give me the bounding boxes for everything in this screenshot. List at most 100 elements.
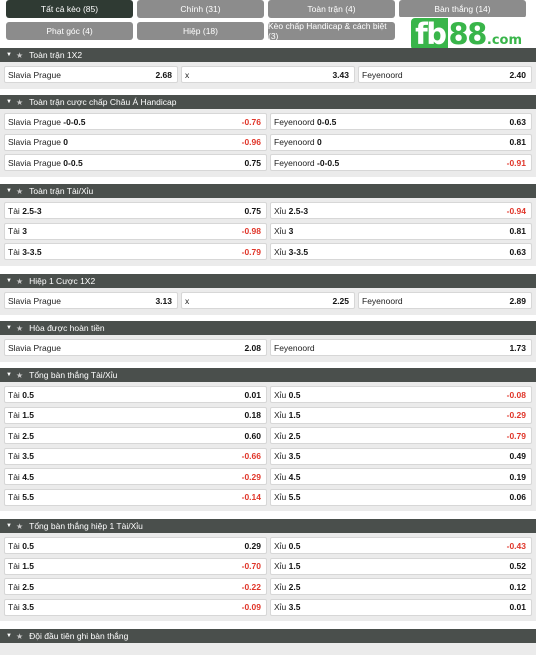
market-header[interactable]: ▼ ★ Hòa được hoàn tiền	[0, 321, 536, 335]
odds-cell[interactable]: Tài 2.5 0.60	[4, 427, 267, 444]
odds-value[interactable]: -0.91	[506, 157, 526, 168]
market-header[interactable]: ▼ ★ Tổng bàn thắng hiệp 1 Tài/Xỉu	[0, 519, 536, 533]
favorite-star-icon[interactable]: ★	[15, 97, 24, 107]
odds-cell[interactable]: Tài 5.5 -0.14	[4, 488, 267, 506]
odds-value[interactable]: 0.12	[509, 581, 526, 592]
odds-cell[interactable]: Tài 1.5 -0.70	[4, 557, 267, 575]
odds-cell[interactable]: Feyenoord -0-0.5 -0.91	[270, 154, 532, 171]
odds-value[interactable]: 0.81	[509, 226, 526, 236]
odds-value[interactable]: -0.79	[241, 246, 261, 257]
odds-cell[interactable]: Xỉu 4.5 0.19	[270, 468, 532, 485]
odds-value[interactable]: 3.13	[155, 295, 172, 306]
odds-value[interactable]: -0.79	[506, 430, 526, 441]
collapse-caret-icon[interactable]: ▼	[6, 633, 12, 639]
odds-value[interactable]: 0.01	[509, 602, 526, 612]
odds-value[interactable]: -0.22	[241, 581, 261, 592]
odds-value[interactable]: -0.70	[241, 561, 261, 571]
odds-value[interactable]: 3.43	[332, 69, 349, 80]
odds-value[interactable]: 0.75	[244, 205, 261, 216]
odds-cell[interactable]: Xỉu 2.5 -0.79	[270, 427, 532, 444]
odds-cell[interactable]: Xỉu 3-3.5 0.63	[270, 243, 532, 260]
favorite-star-icon[interactable]: ★	[15, 276, 24, 286]
tab-all-markets[interactable]: Tất cả kèo (85)	[6, 0, 133, 18]
odds-cell[interactable]: Xỉu 5.5 0.06	[270, 488, 532, 506]
odds-value[interactable]: 1.73	[509, 342, 526, 353]
market-header[interactable]: ▼ ★ Toàn trận 1X2	[0, 48, 536, 62]
favorite-star-icon[interactable]: ★	[15, 50, 24, 60]
odds-cell[interactable]: Slavia Prague 0 -0.96	[4, 133, 267, 151]
odds-value[interactable]: -0.29	[506, 410, 526, 420]
odds-value[interactable]: 0.18	[244, 410, 261, 420]
odds-value[interactable]: 0.06	[509, 492, 526, 502]
odds-value[interactable]: -0.96	[241, 137, 261, 147]
odds-cell[interactable]: Tài 2.5 -0.22	[4, 578, 267, 595]
odds-cell[interactable]: Tài 0.5 0.01	[4, 386, 267, 403]
odds-cell[interactable]: Feyenoord 1.73	[270, 339, 532, 356]
odds-cell[interactable]: Tài 2.5-3 0.75	[4, 202, 267, 219]
odds-cell[interactable]: Tài 3 -0.98	[4, 222, 267, 240]
odds-cell[interactable]: Feyenoord 0 0.81	[270, 133, 532, 151]
collapse-caret-icon[interactable]: ▼	[6, 523, 12, 529]
odds-value[interactable]: -0.66	[241, 451, 261, 461]
odds-cell[interactable]: Slavia Prague 2.08	[4, 339, 267, 356]
odds-cell[interactable]: Feyenoord 0-0.5 0.63	[270, 113, 532, 130]
odds-cell[interactable]: Xỉu 1.5 -0.29	[270, 406, 532, 424]
odds-cell[interactable]: Feyenoord 2.89	[358, 292, 532, 309]
odds-value[interactable]: -0.14	[241, 492, 261, 502]
tab-halves[interactable]: Hiệp (18)	[137, 22, 264, 40]
odds-value[interactable]: 0.52	[509, 561, 526, 571]
odds-value[interactable]: 0.01	[244, 389, 261, 400]
odds-cell[interactable]: Tài 3.5 -0.09	[4, 598, 267, 616]
odds-value[interactable]: 0.75	[244, 157, 261, 168]
collapse-caret-icon[interactable]: ▼	[6, 325, 12, 331]
odds-value[interactable]: 2.40	[509, 69, 526, 80]
tab-goals[interactable]: Bàn thắng (14)	[399, 0, 526, 18]
odds-cell[interactable]: Slavia Prague 2.68	[4, 66, 178, 83]
odds-value[interactable]: -0.09	[241, 602, 261, 612]
odds-value[interactable]: 0.29	[244, 540, 261, 551]
market-header[interactable]: ▼ ★ Toàn trận cược chấp Châu Á Handicap	[0, 95, 536, 109]
odds-value[interactable]: 0.19	[509, 471, 526, 482]
odds-cell[interactable]: Xỉu 0.5 -0.08	[270, 386, 532, 403]
tab-handicap[interactable]: Kèo chấp Handicap & cách biệt (3)	[268, 21, 395, 41]
odds-value[interactable]: 2.25	[332, 295, 349, 306]
odds-value[interactable]: -0.08	[506, 389, 526, 400]
market-header[interactable]: ▼ ★ Tổng bàn thắng Tài/Xỉu	[0, 368, 536, 382]
odds-value[interactable]: 0.81	[509, 137, 526, 147]
odds-value[interactable]: 2.68	[155, 69, 172, 80]
odds-value[interactable]: -0.29	[241, 471, 261, 482]
odds-value[interactable]: 0.63	[509, 246, 526, 257]
favorite-star-icon[interactable]: ★	[15, 521, 24, 531]
odds-cell[interactable]: Xỉu 3.5 0.49	[270, 447, 532, 465]
odds-cell[interactable]: Xỉu 3.5 0.01	[270, 598, 532, 616]
odds-cell[interactable]: Tài 0.5 0.29	[4, 537, 267, 554]
odds-value[interactable]: 0.60	[244, 430, 261, 441]
odds-cell[interactable]: Slavia Prague 3.13	[4, 292, 178, 309]
odds-cell[interactable]: Xỉu 3 0.81	[270, 222, 532, 240]
odds-value[interactable]: -0.76	[241, 116, 261, 127]
odds-cell[interactable]: Xỉu 0.5 -0.43	[270, 537, 532, 554]
odds-cell[interactable]: x 2.25	[181, 292, 355, 309]
tab-corners[interactable]: Phạt góc (4)	[6, 22, 133, 40]
favorite-star-icon[interactable]: ★	[15, 323, 24, 333]
odds-cell[interactable]: Tài 1.5 0.18	[4, 406, 267, 424]
odds-value[interactable]: 2.08	[244, 342, 261, 353]
tab-full-time[interactable]: Toàn trận (4)	[268, 0, 395, 18]
collapse-caret-icon[interactable]: ▼	[6, 372, 12, 378]
collapse-caret-icon[interactable]: ▼	[6, 99, 12, 105]
odds-cell[interactable]: Tài 3-3.5 -0.79	[4, 243, 267, 260]
odds-value[interactable]: 0.63	[509, 116, 526, 127]
market-header[interactable]: ▼ ★ Toàn trận Tài/Xỉu	[0, 184, 536, 198]
tab-main[interactable]: Chính (31)	[137, 0, 264, 18]
collapse-caret-icon[interactable]: ▼	[6, 52, 12, 58]
odds-cell[interactable]: Slavia Prague 0-0.5 0.75	[4, 154, 267, 171]
favorite-star-icon[interactable]: ★	[15, 186, 24, 196]
favorite-star-icon[interactable]: ★	[15, 631, 24, 641]
odds-value[interactable]: -0.43	[506, 540, 526, 551]
odds-cell[interactable]: Xỉu 1.5 0.52	[270, 557, 532, 575]
odds-value[interactable]: -0.94	[506, 205, 526, 216]
collapse-caret-icon[interactable]: ▼	[6, 278, 12, 284]
odds-value[interactable]: -0.98	[241, 226, 261, 236]
favorite-star-icon[interactable]: ★	[15, 370, 24, 380]
odds-cell[interactable]: Xỉu 2.5-3 -0.94	[270, 202, 532, 219]
